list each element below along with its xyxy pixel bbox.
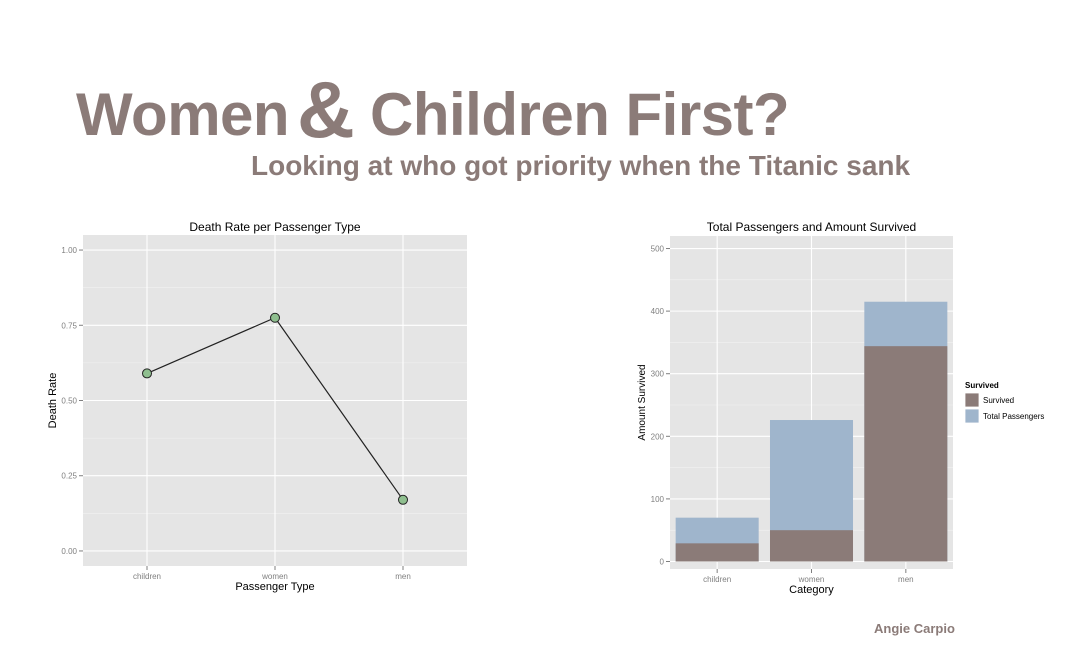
x-tick-label: men bbox=[898, 575, 914, 584]
legend-entry-label: Total Passengers bbox=[983, 412, 1044, 421]
legend-swatch bbox=[964, 408, 980, 424]
y-tick-label: 400 bbox=[651, 307, 665, 316]
bar-survived-men bbox=[864, 346, 948, 562]
y-tick-label: 0 bbox=[660, 557, 665, 566]
x-tick-label: men bbox=[395, 572, 411, 581]
y-tick-label: 0.50 bbox=[61, 397, 77, 406]
bar-survived-children bbox=[675, 543, 759, 562]
legend-entry-label: Survived bbox=[983, 396, 1014, 405]
y-tick-label: 200 bbox=[651, 432, 665, 441]
x-tick-label: women bbox=[798, 575, 825, 584]
x-tick-label: children bbox=[703, 575, 731, 584]
death-rate-chart: Death Rate per Passenger Type 0.00 0.25 0.5… bbox=[47, 220, 467, 593]
data-point-men bbox=[398, 494, 408, 505]
x-tick-label: women bbox=[261, 572, 288, 581]
y-tick-label: 100 bbox=[651, 495, 665, 504]
x-axis-label: Passenger Type bbox=[235, 581, 314, 593]
chart-title: Death Rate per Passenger Type bbox=[189, 220, 361, 234]
bar-survived-women bbox=[769, 530, 854, 562]
chart-title: Total Passengers and Amount Survived bbox=[707, 220, 916, 234]
y-axis-label: Death Rate bbox=[47, 373, 59, 429]
passengers-survived-chart: Total Passengers and Amount Survived 0 100… bbox=[637, 220, 1044, 596]
y-tick-label: 1.00 bbox=[61, 246, 77, 255]
x-tick-label: children bbox=[133, 572, 161, 581]
header: Women & Children First? Looking at who g… bbox=[0, 0, 1080, 200]
data-point-women bbox=[270, 312, 280, 323]
title-women: Women bbox=[76, 81, 290, 148]
y-tick-label: 0.25 bbox=[61, 472, 77, 481]
y-tick-label: 0.75 bbox=[61, 321, 77, 330]
title-ampersand: & bbox=[297, 65, 355, 154]
author-name: Angie Carpio bbox=[874, 621, 955, 636]
y-axis-label: Amount Survived bbox=[637, 364, 648, 440]
subtitle: Looking at who got priority when the Tit… bbox=[251, 150, 911, 181]
x-axis-label: Category bbox=[789, 584, 834, 596]
legend-title: Survived bbox=[965, 381, 999, 390]
y-tick-label: 500 bbox=[651, 245, 665, 254]
legend-swatch bbox=[964, 392, 980, 408]
y-tick-label: 300 bbox=[651, 370, 665, 379]
y-tick-label: 0.00 bbox=[61, 547, 77, 556]
data-point-children bbox=[142, 368, 152, 379]
title-children-first: Children First? bbox=[370, 81, 790, 148]
